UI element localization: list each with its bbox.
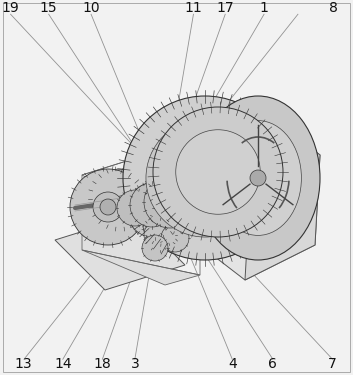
- Text: 17: 17: [216, 1, 234, 15]
- Circle shape: [127, 182, 183, 238]
- Circle shape: [117, 190, 153, 226]
- Ellipse shape: [196, 96, 320, 260]
- Polygon shape: [245, 105, 320, 280]
- Circle shape: [146, 176, 190, 220]
- Circle shape: [144, 176, 196, 228]
- Text: 1: 1: [259, 1, 269, 15]
- Polygon shape: [180, 105, 320, 280]
- Text: 11: 11: [185, 1, 202, 15]
- Polygon shape: [55, 215, 185, 290]
- Circle shape: [70, 169, 146, 245]
- Circle shape: [123, 96, 287, 260]
- Circle shape: [190, 163, 220, 193]
- Circle shape: [153, 107, 283, 237]
- Text: 4: 4: [228, 357, 237, 372]
- Circle shape: [176, 130, 260, 214]
- Text: 3: 3: [131, 357, 139, 372]
- Polygon shape: [82, 250, 200, 285]
- Ellipse shape: [215, 121, 301, 236]
- Circle shape: [146, 119, 264, 237]
- Text: 18: 18: [94, 357, 111, 372]
- Circle shape: [93, 192, 123, 222]
- Circle shape: [144, 219, 176, 251]
- Text: 19: 19: [2, 1, 19, 15]
- Text: 7: 7: [328, 357, 337, 372]
- Text: 14: 14: [54, 357, 72, 372]
- Circle shape: [143, 205, 183, 245]
- Circle shape: [100, 199, 116, 215]
- Text: 10: 10: [82, 1, 100, 15]
- Circle shape: [168, 180, 208, 220]
- Circle shape: [161, 224, 189, 252]
- Circle shape: [130, 183, 174, 227]
- Circle shape: [250, 170, 266, 186]
- Circle shape: [90, 169, 150, 229]
- Text: 15: 15: [40, 1, 58, 15]
- Text: 6: 6: [268, 357, 277, 372]
- Text: 8: 8: [329, 1, 338, 15]
- Text: 13: 13: [14, 357, 32, 372]
- Circle shape: [160, 197, 196, 233]
- Circle shape: [142, 235, 168, 261]
